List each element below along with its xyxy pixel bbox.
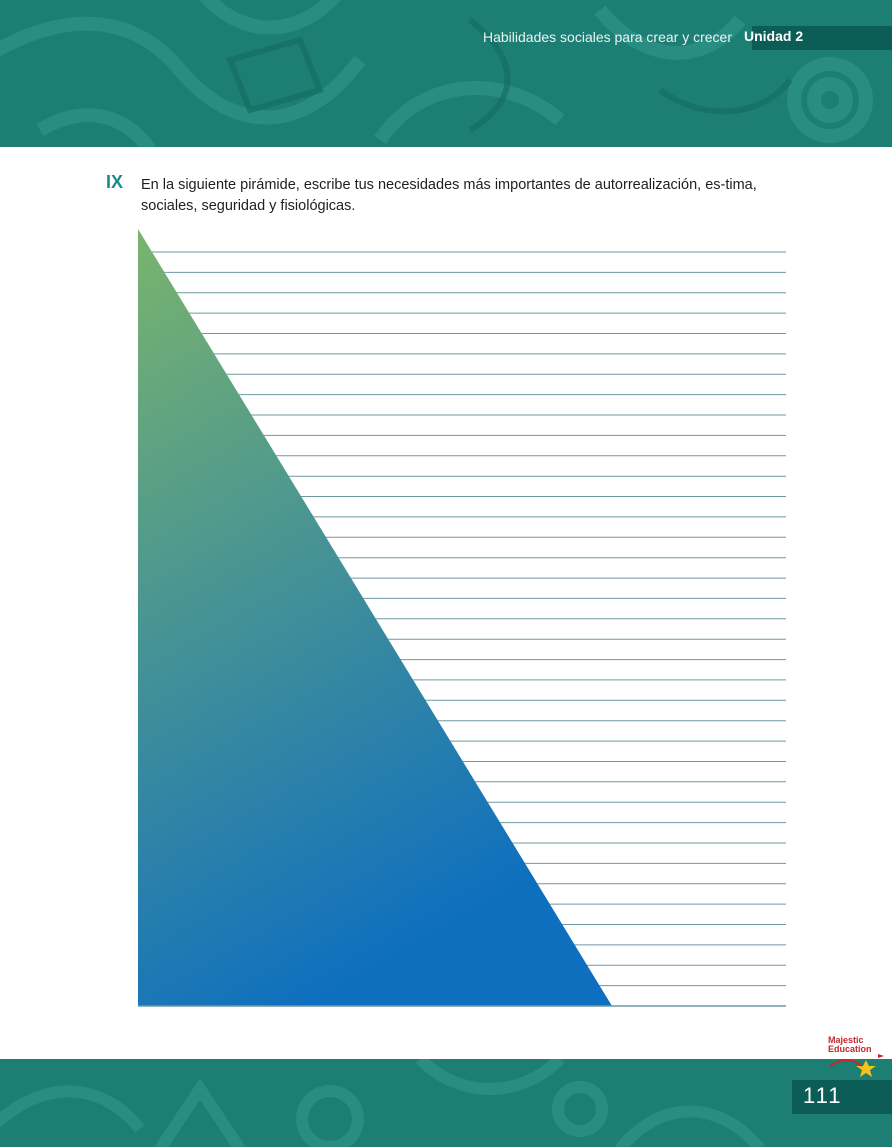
exercise-numeral: IX <box>106 172 124 192</box>
header-subtitle: Habilidades sociales para crear y crecer <box>483 29 732 45</box>
footer-band <box>0 1059 892 1147</box>
exercise-instruction: En la siguiente pirámide, escribe tus ne… <box>141 177 757 214</box>
header-band <box>0 0 892 147</box>
footer-pattern <box>0 1059 765 1147</box>
page-number: 111 <box>803 1083 843 1108</box>
logo-line1: Majestic <box>828 1035 864 1045</box>
header-unit-bar <box>752 26 892 50</box>
logo-star-icon <box>829 1054 884 1077</box>
header-unit-label: Unidad 2 <box>744 28 804 44</box>
page-number-tab <box>792 1080 892 1114</box>
publisher-logo: Majestic Education <box>822 1032 888 1082</box>
pyramid-shape <box>138 229 612 1006</box>
header-pattern <box>0 0 873 147</box>
logo-line2: Education <box>828 1044 872 1054</box>
pyramid-worksheet <box>138 229 786 1009</box>
pyramid-svg <box>138 229 786 1007</box>
